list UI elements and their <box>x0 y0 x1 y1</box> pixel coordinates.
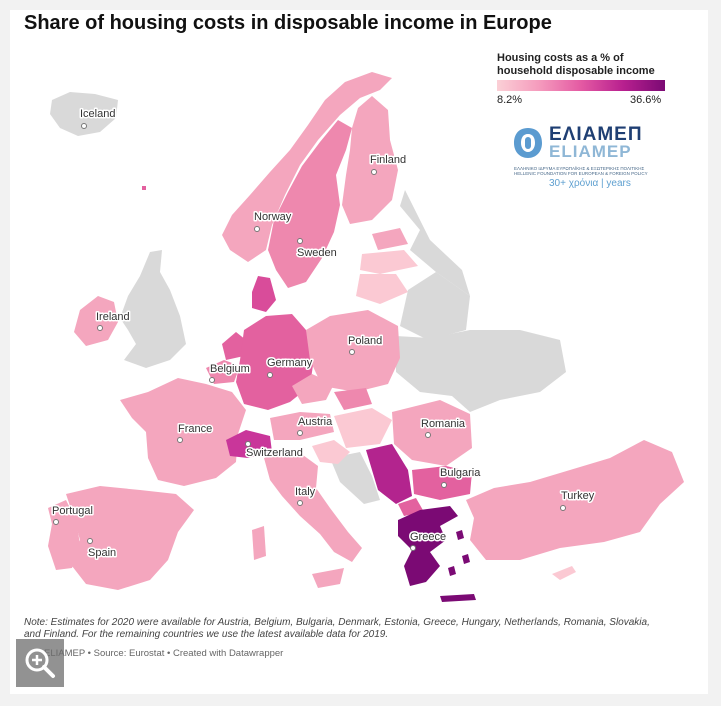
map-labels: Iceland Finland Norway Sweden Ireland Po… <box>51 107 597 561</box>
finland-marker <box>371 169 377 175</box>
poland-marker <box>349 349 355 355</box>
eliamep-logo-mark <box>514 128 542 158</box>
label-spain: Spain <box>88 547 116 559</box>
italy-marker <box>297 500 303 506</box>
region-austria <box>270 412 334 440</box>
label-austria: Austria <box>298 416 333 428</box>
label-sweden: Sweden <box>297 247 337 259</box>
legend-max-label: 36.6% <box>630 94 662 106</box>
region-belarus <box>400 272 470 340</box>
ireland-marker <box>97 325 103 331</box>
label-portugal: Portugal <box>52 505 93 517</box>
region-croatia <box>312 440 350 464</box>
label-germany: Germany <box>267 357 313 369</box>
region-ukraine <box>396 330 566 412</box>
region-italy <box>264 450 362 562</box>
label-italy: Italy <box>295 486 316 498</box>
zoom-in-icon <box>25 648 55 678</box>
label-greece: Greece <box>410 531 446 543</box>
region-iceland <box>50 92 118 136</box>
logo-years: 30+ χρόνια | years <box>549 178 631 189</box>
region-finland <box>342 96 398 224</box>
label-norway: Norway <box>254 211 292 223</box>
region-sardinia <box>252 526 266 560</box>
region-belgium <box>206 360 240 384</box>
label-ireland: Ireland <box>96 311 130 323</box>
source-credit: ELIAMEP • Source: Eurostat • Created wit… <box>44 648 284 659</box>
region-estonia <box>372 228 408 250</box>
footnote: Note: Estimates for 2020 were available … <box>24 617 650 640</box>
region-ireland <box>74 296 118 346</box>
region-netherlands <box>222 332 246 360</box>
label-bulgaria: Bulgaria <box>440 467 481 479</box>
region-greece <box>398 506 458 586</box>
switzerland-marker <box>245 441 251 447</box>
region-cyprus <box>552 566 576 580</box>
germany-marker <box>267 372 273 378</box>
turkey-marker <box>560 505 566 511</box>
portugal-marker <box>53 519 59 525</box>
france-marker <box>177 437 183 443</box>
region-denmark <box>252 276 276 312</box>
region-crete <box>440 594 476 602</box>
region-uk <box>120 250 186 368</box>
logo-greek-text: ΕΛΙΑΜΕΠ <box>549 124 643 145</box>
legend-color-bar <box>497 80 665 91</box>
region-sicily <box>312 568 344 588</box>
norway-marker <box>254 226 260 232</box>
label-iceland: Iceland <box>80 108 115 120</box>
region-russia <box>400 190 470 296</box>
region-balkans-west <box>330 452 380 504</box>
label-finland: Finland <box>370 154 406 166</box>
label-poland: Poland <box>348 335 382 347</box>
chart-title: Share of housing costs in disposable inc… <box>24 12 552 34</box>
belgium-marker <box>209 377 215 383</box>
label-turkey: Turkey <box>561 490 595 502</box>
logo-latin-text: ELIAMEP <box>549 142 632 161</box>
greece-marker <box>410 545 416 551</box>
region-greek-islands <box>448 530 470 576</box>
region-serbia <box>366 444 412 504</box>
zoom-button[interactable] <box>16 639 64 687</box>
region-romania <box>392 400 472 466</box>
eliamep-logo: ΕΛΙΑΜΕΠ ELIAMEP ΕΛΛΗΝΙΚΟ ΙΔΡΥΜΑ ΕΥΡΩΠΑΪΚ… <box>512 124 662 194</box>
label-switzerland: Switzerland <box>246 447 303 459</box>
logo-subtitle-english: HELLENIC FOUNDATION FOR EUROPEAN & FOREI… <box>514 171 648 176</box>
region-france <box>120 378 246 486</box>
legend-min-label: 8.2% <box>497 94 523 106</box>
region-czechia <box>292 374 334 404</box>
region-sweden <box>268 120 352 288</box>
spain-marker <box>87 538 93 544</box>
iceland-marker <box>81 123 87 129</box>
region-spain <box>66 486 194 590</box>
region-malta <box>142 186 146 190</box>
romania-marker <box>425 432 431 438</box>
region-turkey <box>466 440 684 560</box>
label-belgium: Belgium <box>210 363 250 375</box>
region-portugal <box>48 500 80 570</box>
region-hungary <box>334 408 392 448</box>
region-slovakia <box>334 388 372 410</box>
region-lithuania <box>356 274 408 304</box>
legend-title: Housing costs as a % of household dispos… <box>497 52 655 77</box>
label-france: France <box>178 423 212 435</box>
region-latvia <box>360 250 418 274</box>
label-romania: Romania <box>421 418 466 430</box>
logo-subtitle-greek: ΕΛΛΗΝΙΚΟ ΙΔΡΥΜΑ ΕΥΡΩΠΑΪΚΗΣ & ΕΞΩΤΕΡΙΚΗΣ … <box>514 166 645 171</box>
bulgaria-marker <box>441 482 447 488</box>
austria-marker <box>297 430 303 436</box>
region-norway <box>222 72 392 262</box>
sweden-marker <box>297 238 303 244</box>
